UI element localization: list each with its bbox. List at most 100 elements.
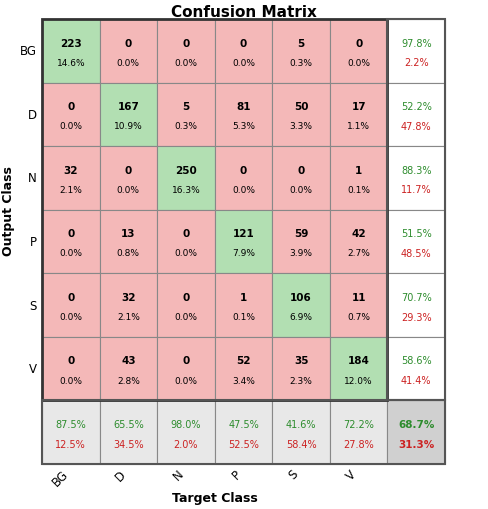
Text: 0.8%: 0.8% [117,249,140,258]
Text: 2.1%: 2.1% [117,313,140,321]
Text: 0.0%: 0.0% [59,122,82,131]
Text: 0: 0 [125,39,132,48]
Text: 70.7%: 70.7% [401,292,431,302]
Text: 10.9%: 10.9% [114,122,142,131]
Text: 0.0%: 0.0% [232,185,255,194]
Text: 7.9%: 7.9% [232,249,255,258]
Text: 106: 106 [290,292,312,302]
Text: 0.0%: 0.0% [117,185,140,194]
Text: 17: 17 [351,102,366,112]
Text: 41.4%: 41.4% [401,375,431,385]
Bar [42,210,100,274]
Bar [42,83,100,147]
Text: 52: 52 [236,356,251,365]
Text: 14.6%: 14.6% [57,59,85,68]
Bar [157,337,215,401]
Text: 0.0%: 0.0% [232,59,255,68]
Text: 1.1%: 1.1% [347,122,370,131]
Bar [215,210,272,274]
Bar [215,401,272,464]
Text: P: P [30,236,37,248]
Text: 167: 167 [118,102,139,112]
Bar [330,20,387,83]
Bar [215,20,272,83]
Text: 0.0%: 0.0% [174,376,198,385]
Text: 31.3%: 31.3% [398,439,434,449]
Text: Target Class: Target Class [172,491,258,504]
Text: 81: 81 [236,102,251,112]
Bar [272,401,330,464]
Text: 6.9%: 6.9% [289,313,313,321]
Text: 0: 0 [183,292,189,302]
Bar [100,147,157,210]
Bar [100,20,157,83]
Bar [272,20,330,83]
Text: N: N [28,172,37,185]
Bar [272,337,330,401]
Text: 0: 0 [67,102,74,112]
Bar [42,147,100,210]
Text: 34.5%: 34.5% [113,439,143,449]
Text: Confusion Matrix: Confusion Matrix [171,5,317,20]
Bar [157,20,215,83]
Bar [100,401,157,464]
Text: 42: 42 [351,229,366,239]
Text: 98.0%: 98.0% [171,419,201,429]
Text: 43: 43 [121,356,136,365]
Text: 0.0%: 0.0% [174,313,198,321]
Text: 0.0%: 0.0% [347,59,370,68]
Text: 48.5%: 48.5% [401,248,431,259]
Text: BG: BG [20,45,37,58]
Text: 5: 5 [183,102,189,112]
Text: 87.5%: 87.5% [56,419,86,429]
Text: 0: 0 [67,292,74,302]
Text: 0.0%: 0.0% [117,59,140,68]
Bar [387,401,445,464]
Bar [330,401,387,464]
Text: 2.8%: 2.8% [117,376,140,385]
Text: 29.3%: 29.3% [401,312,431,322]
Text: 58.4%: 58.4% [286,439,316,449]
Text: 32: 32 [63,165,78,175]
Text: 32: 32 [121,292,136,302]
Bar [215,337,272,401]
Bar [42,401,100,464]
Text: 41.6%: 41.6% [286,419,316,429]
Bar [215,147,272,210]
Text: Output Class: Output Class [1,165,15,255]
Text: BG: BG [50,467,71,488]
Bar [42,20,387,401]
Text: D: D [113,467,128,483]
Text: 0: 0 [240,165,247,175]
Text: 65.5%: 65.5% [113,419,144,429]
Text: 68.7%: 68.7% [398,419,434,429]
Text: 16.3%: 16.3% [172,185,200,194]
Text: 0: 0 [240,39,247,48]
Bar [387,20,445,83]
Text: 0.0%: 0.0% [174,249,198,258]
Bar [157,147,215,210]
Text: V: V [29,362,37,376]
Text: 12.0%: 12.0% [345,376,373,385]
Text: 35: 35 [294,356,308,365]
Bar [42,337,100,401]
Text: 59: 59 [294,229,308,239]
Bar [272,83,330,147]
Bar [42,401,445,464]
Text: 0.0%: 0.0% [59,376,82,385]
Bar [330,274,387,337]
Bar [330,337,387,401]
Text: V: V [344,467,359,482]
Bar [100,210,157,274]
Bar [100,337,157,401]
Text: 0.3%: 0.3% [289,59,313,68]
Text: 3.9%: 3.9% [289,249,313,258]
Text: 0: 0 [183,39,189,48]
Bar [215,83,272,147]
Bar [100,274,157,337]
Text: 2.2%: 2.2% [404,58,428,68]
Text: 250: 250 [175,165,197,175]
Text: 0: 0 [125,165,132,175]
Bar [100,83,157,147]
Text: 0: 0 [298,165,305,175]
